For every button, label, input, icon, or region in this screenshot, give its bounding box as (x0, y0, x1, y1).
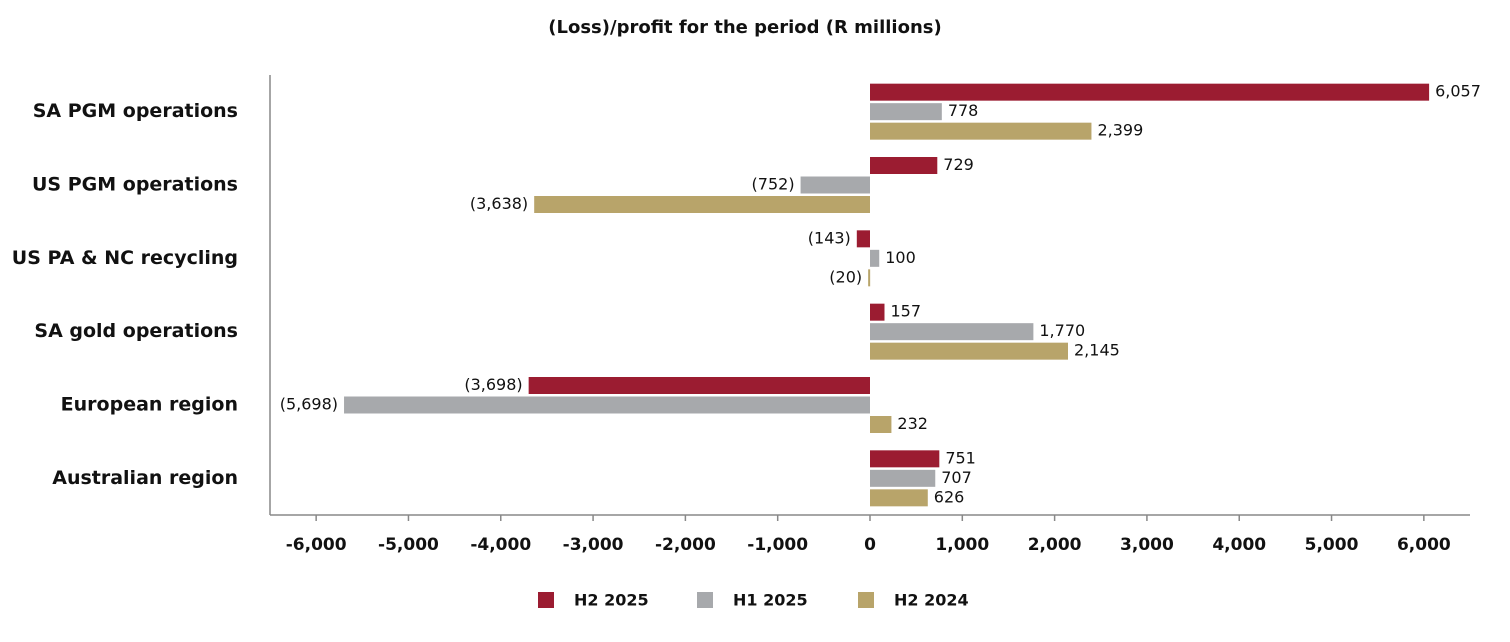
x-tick-label: -1,000 (747, 535, 808, 555)
value-label: 2,399 (1097, 121, 1143, 140)
bar (800, 176, 870, 194)
value-label: 751 (945, 448, 976, 467)
value-label: 100 (885, 248, 916, 267)
x-tick-label: 0 (864, 535, 876, 555)
value-label: (143) (808, 228, 851, 247)
category-label: SA gold operations (34, 320, 238, 342)
bar (870, 122, 1092, 140)
bar (870, 469, 936, 487)
value-label: 707 (941, 468, 972, 487)
legend-label: H2 2025 (574, 591, 649, 610)
legend-label: H1 2025 (733, 591, 808, 610)
bar (870, 489, 928, 507)
bar (868, 269, 871, 287)
value-label: 157 (890, 302, 921, 321)
x-tick-label: 3,000 (1120, 535, 1174, 555)
x-tick-label: 5,000 (1305, 535, 1359, 555)
legend-label: H2 2024 (894, 591, 969, 610)
value-label: 2,145 (1074, 341, 1120, 360)
bar (870, 342, 1068, 360)
value-label: 729 (943, 155, 974, 174)
legend-swatch (858, 592, 874, 608)
bar (870, 416, 892, 433)
value-label: (3,698) (464, 375, 522, 394)
x-tick-label: -5,000 (378, 535, 439, 555)
bar (528, 377, 870, 394)
value-label: (3,638) (470, 194, 528, 213)
category-label: US PGM operations (32, 174, 238, 196)
x-tick-label: -3,000 (563, 535, 624, 555)
value-label: (752) (752, 175, 795, 194)
x-tick-label: 4,000 (1212, 535, 1266, 555)
x-tick-label: -6,000 (286, 535, 347, 555)
bar (870, 103, 942, 121)
legend-swatch (538, 592, 554, 608)
bar (870, 303, 885, 321)
category-label: Australian region (52, 467, 238, 489)
value-label: 232 (897, 414, 928, 433)
value-label: 6,057 (1435, 82, 1481, 101)
bar (870, 157, 938, 174)
bar (870, 323, 1034, 341)
value-label: 626 (934, 487, 965, 506)
value-label: 1,770 (1039, 321, 1085, 340)
value-label: (20) (829, 267, 862, 286)
chart-title: (Loss)/profit for the period (R millions… (548, 17, 941, 38)
bar (344, 396, 870, 414)
category-label: SA PGM operations (33, 100, 238, 122)
legend-swatch (697, 592, 713, 608)
x-tick-label: -4,000 (470, 535, 531, 555)
bar (856, 230, 870, 248)
category-label: US PA & NC recycling (12, 247, 238, 269)
x-tick-label: -2,000 (655, 535, 716, 555)
bar (870, 450, 940, 468)
bar (534, 196, 870, 213)
x-tick-label: 6,000 (1397, 535, 1451, 555)
value-label: (5,698) (280, 395, 338, 414)
category-label: European region (61, 394, 238, 416)
x-tick-label: 2,000 (1028, 535, 1082, 555)
bar (870, 249, 880, 267)
bar (870, 83, 1430, 101)
x-tick-label: 1,000 (935, 535, 989, 555)
value-label: 778 (948, 101, 979, 120)
